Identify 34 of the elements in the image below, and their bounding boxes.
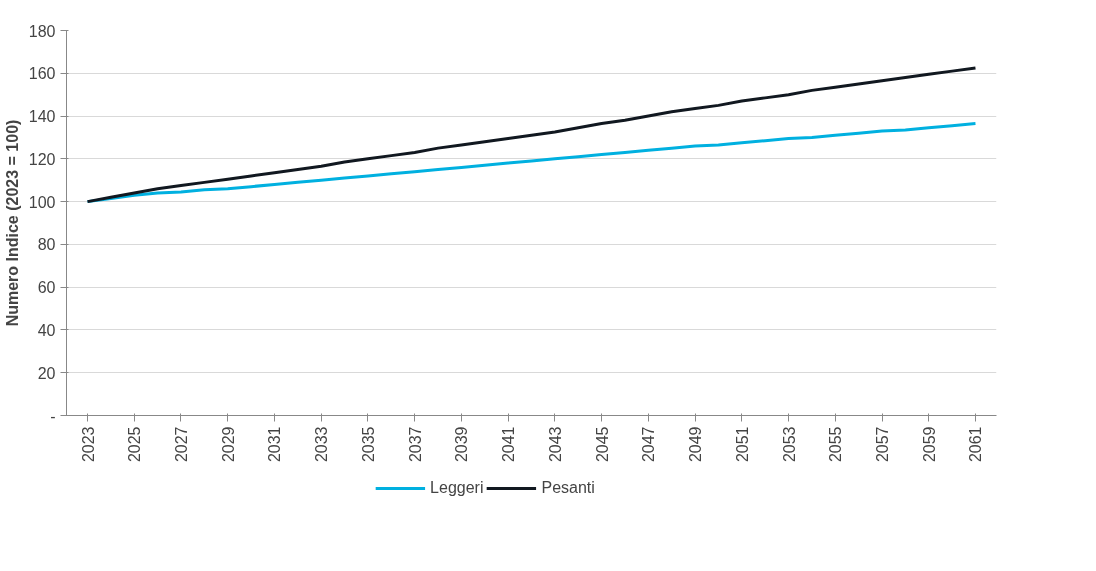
x-tick-label: 2035 bbox=[359, 426, 377, 463]
y-tick-label: - bbox=[50, 407, 56, 425]
x-tick-label: 2025 bbox=[126, 426, 144, 463]
x-tick-label: 2041 bbox=[500, 426, 518, 463]
x-tick-label: 2029 bbox=[219, 426, 237, 463]
y-tick-label: 100 bbox=[28, 193, 56, 211]
y-tick-label: 20 bbox=[37, 364, 56, 382]
x-tick-label: 2033 bbox=[313, 426, 331, 463]
x-tick-label: 2037 bbox=[406, 426, 424, 463]
x-tick-label: 2027 bbox=[173, 426, 190, 463]
y-tick-label: 120 bbox=[28, 150, 56, 168]
legend-label: Pesanti bbox=[541, 478, 595, 497]
line-series bbox=[86, 66, 977, 204]
legend-label: Leggeri bbox=[430, 478, 484, 497]
y-axis-title: Numero Indice (2023 = 100) bbox=[3, 119, 21, 327]
x-tick-label: 2045 bbox=[593, 426, 611, 463]
x-tick-label: 2053 bbox=[780, 426, 798, 463]
x-tick-label: 2023 bbox=[79, 426, 97, 463]
x-tick-label: 2049 bbox=[687, 426, 705, 463]
x-tick-label: 2031 bbox=[266, 426, 284, 463]
x-tick-label: 2051 bbox=[733, 426, 751, 463]
x-tick-label: 2057 bbox=[874, 426, 891, 463]
y-tick-label: 80 bbox=[37, 236, 56, 254]
y-tick-label: 40 bbox=[37, 321, 56, 339]
y-tick-label: 60 bbox=[37, 279, 56, 297]
x-tick-label: 2043 bbox=[546, 426, 564, 463]
x-tick-label: 2047 bbox=[640, 426, 658, 463]
x-tick-label: 2039 bbox=[453, 426, 471, 463]
x-tick-label: 2059 bbox=[920, 426, 938, 463]
x-tick-label: 2055 bbox=[827, 426, 845, 463]
y-tick-label: 140 bbox=[28, 108, 56, 126]
y-tick-label: 160 bbox=[28, 65, 56, 83]
y-tick-label: 180 bbox=[28, 22, 56, 40]
x-tick-label: 2061 bbox=[967, 426, 985, 463]
